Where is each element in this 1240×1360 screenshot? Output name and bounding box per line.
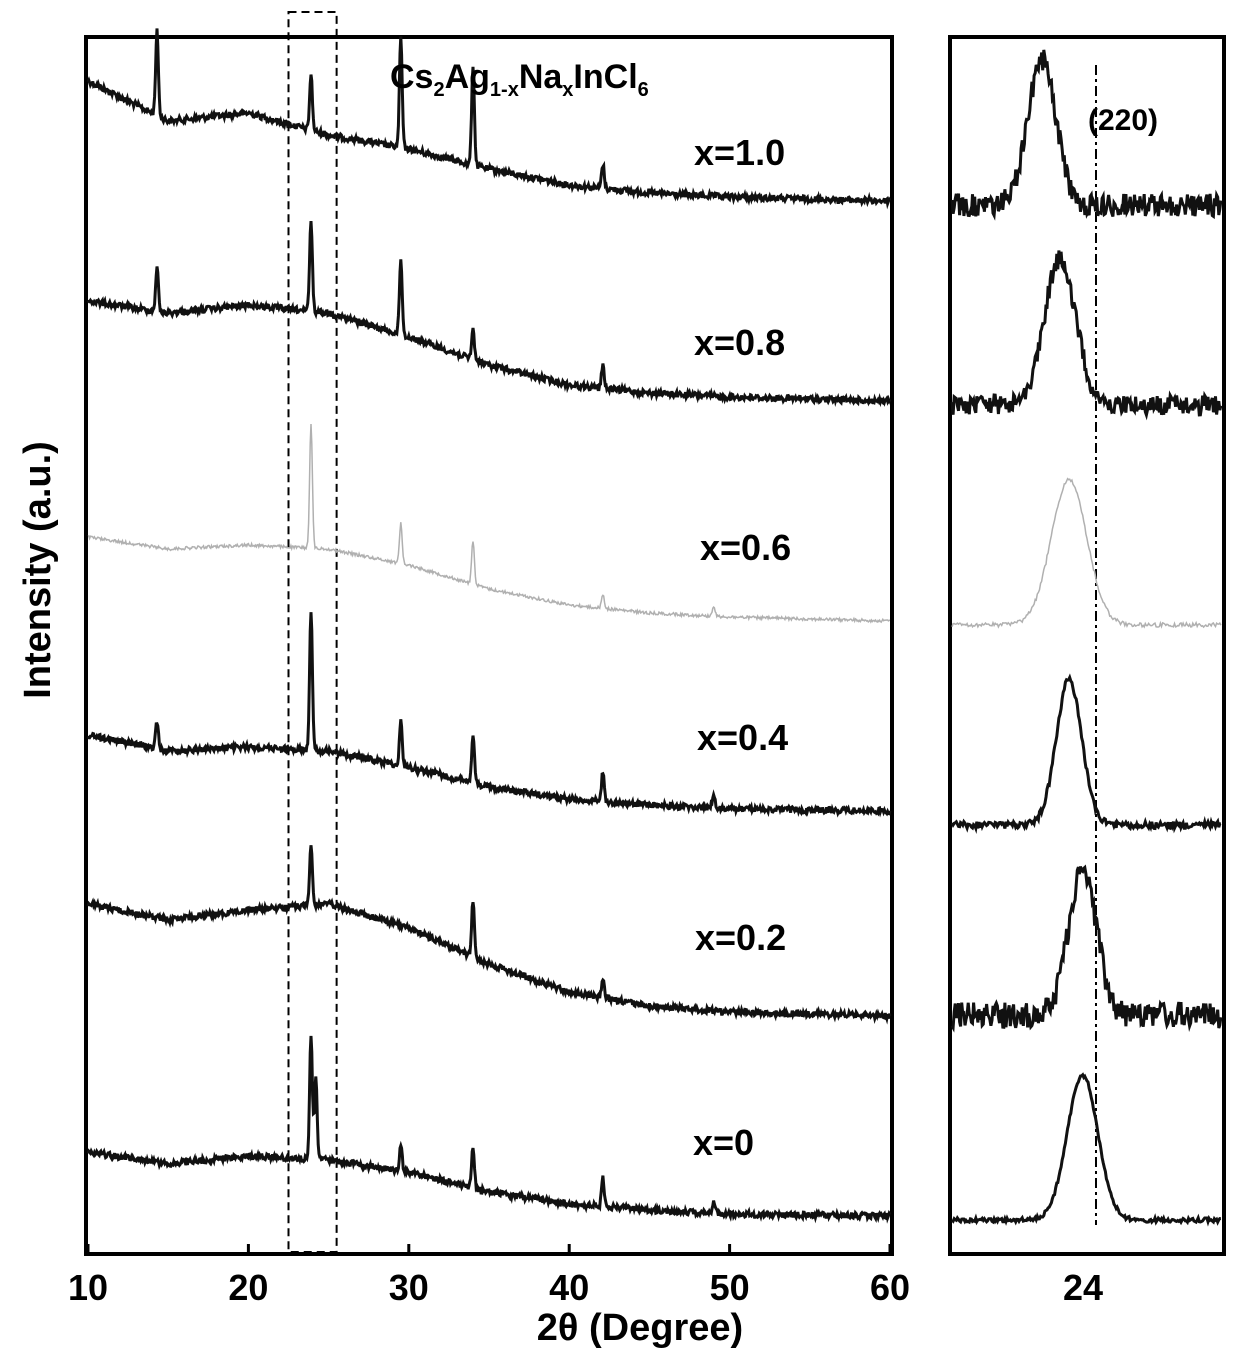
x-tick-label: 50 xyxy=(710,1267,750,1308)
main-series-group xyxy=(86,28,892,1224)
inset-x-tick-24: 24 xyxy=(1063,1267,1103,1308)
inset-series-line xyxy=(950,864,1223,1033)
inset-series-line xyxy=(950,673,1222,835)
chart-title: Cs2Ag1-xNaxInCl6 xyxy=(390,58,649,101)
x-tick-label: 30 xyxy=(389,1267,429,1308)
series-label: x=0.4 xyxy=(697,717,788,758)
inset-series-line xyxy=(951,477,1222,629)
x-tick-label: 40 xyxy=(549,1267,589,1308)
series-label: x=0.2 xyxy=(695,917,786,958)
series-label: x=0.6 xyxy=(700,527,791,568)
inset-series-line xyxy=(950,49,1223,221)
series-label: x=0.8 xyxy=(694,322,785,363)
inset-series-group xyxy=(950,49,1223,1227)
series-label: x=1.0 xyxy=(694,132,785,173)
main-series-line xyxy=(86,1035,892,1224)
main-plot-frame xyxy=(84,35,894,1256)
highlight-region-box xyxy=(287,11,338,1253)
x-tick-label: 10 xyxy=(68,1267,108,1308)
inset-plot-frame xyxy=(948,35,1226,1256)
main-series-line xyxy=(86,221,892,408)
x-tick-label: 60 xyxy=(870,1267,910,1308)
series-label: x=0 xyxy=(693,1122,754,1163)
x-axis-label: 2θ (Degree) xyxy=(537,1307,743,1349)
x-tick-label: 20 xyxy=(228,1267,268,1308)
main-series-line xyxy=(86,612,892,818)
main-series-line xyxy=(87,423,891,624)
main-series-line xyxy=(86,28,892,210)
main-series-line xyxy=(86,845,892,1025)
inset-annotation-220: (220) xyxy=(1088,104,1158,137)
series-labels-group: x=1.0 x=0.8 x=0.6 x=0.4 x=0.2 x=0 xyxy=(693,132,791,1163)
inset-series-line xyxy=(950,250,1223,421)
inset-series-line xyxy=(950,1072,1222,1227)
y-axis-label: Intensity (a.u.) xyxy=(17,441,59,699)
main-x-ticks: 10 20 30 40 50 60 xyxy=(68,1244,910,1308)
